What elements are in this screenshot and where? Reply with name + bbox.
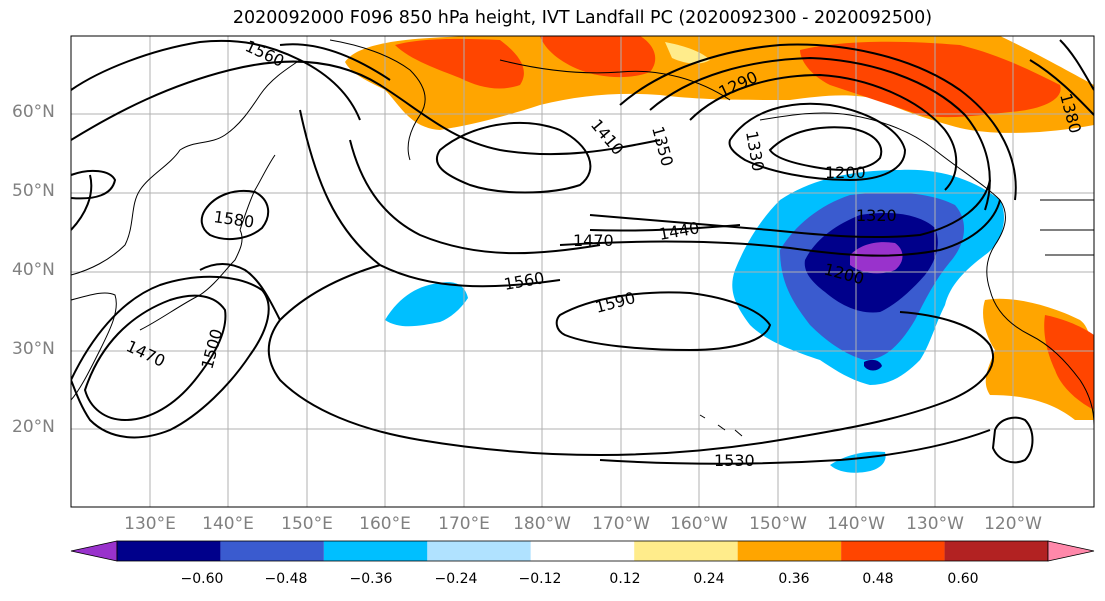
lat-label: 50°N	[12, 181, 55, 201]
lon-label: 140°E	[202, 514, 254, 534]
colorbar-tick-label: 0.60	[947, 571, 979, 587]
contour-label: 1320	[856, 206, 897, 225]
lon-label: 120°W	[984, 514, 1042, 534]
contour-label: 1580	[212, 207, 255, 231]
lon-label: 150°W	[749, 514, 807, 534]
height-contours	[71, 39, 1094, 465]
colorbar-tick-label: −0.48	[264, 571, 308, 587]
colorbar-tick-label: −0.36	[349, 571, 393, 587]
colorbar-box	[737, 541, 842, 561]
lat-label: 60°N	[12, 102, 55, 122]
colorbar-extension-low	[70, 540, 118, 562]
lon-label: 130°W	[906, 514, 964, 534]
contour-label: 1530	[714, 451, 755, 470]
colorbar-tick-label: −0.12	[518, 571, 562, 587]
colorbar-box	[841, 541, 945, 561]
colorbar-box	[634, 541, 738, 561]
colorbar-box	[323, 541, 428, 561]
contour-label: 1330	[742, 129, 768, 172]
colorbar-box	[427, 541, 531, 561]
lon-label: 160°E	[359, 514, 411, 534]
colorbar-tick-label: −0.60	[180, 571, 224, 587]
colorbar-tick-label: 0.48	[862, 571, 894, 587]
colorbar-extension-high	[1047, 540, 1095, 562]
lon-label: 170°W	[592, 514, 650, 534]
lon-label: 180°W	[513, 514, 571, 534]
map-plot-area: 1560 1290 1380 1410 1350 1330 1200 1580 …	[71, 36, 1094, 507]
contour-label: 1200	[825, 163, 866, 182]
colorbar-tick-label: −0.24	[434, 571, 478, 587]
contour-label: 1500	[198, 327, 227, 371]
lat-label: 30°N	[12, 339, 55, 359]
coastlines	[71, 39, 1094, 437]
contour-label: 1470	[573, 231, 614, 250]
lon-label: 140°W	[827, 514, 885, 534]
colorbar	[70, 540, 1095, 562]
contour-label: 1350	[648, 124, 677, 168]
lon-label: 170°E	[438, 514, 490, 534]
contour-label: 1590	[593, 288, 637, 317]
map-frame	[70, 35, 1095, 508]
contour-label: 1470	[123, 336, 168, 370]
colorbar-box	[944, 541, 1048, 561]
ivt-shading	[345, 36, 1094, 473]
graticule	[71, 36, 1094, 507]
colorbar-tick-label: 0.36	[778, 571, 810, 587]
lon-label: 150°E	[281, 514, 333, 534]
lat-label: 40°N	[12, 260, 55, 280]
colorbar-box	[530, 541, 635, 561]
colorbar-boxes	[116, 540, 1049, 562]
colorbar-box	[117, 541, 221, 561]
colorbar-tick-label: 0.12	[609, 571, 641, 587]
colorbar-tick-label: 0.24	[693, 571, 725, 587]
lat-label: 20°N	[12, 417, 55, 437]
lon-label: 130°E	[124, 514, 176, 534]
map-title: 2020092000 F096 850 hPa height, IVT Land…	[232, 8, 933, 28]
lon-label: 160°W	[670, 514, 728, 534]
colorbar-box	[220, 541, 324, 561]
